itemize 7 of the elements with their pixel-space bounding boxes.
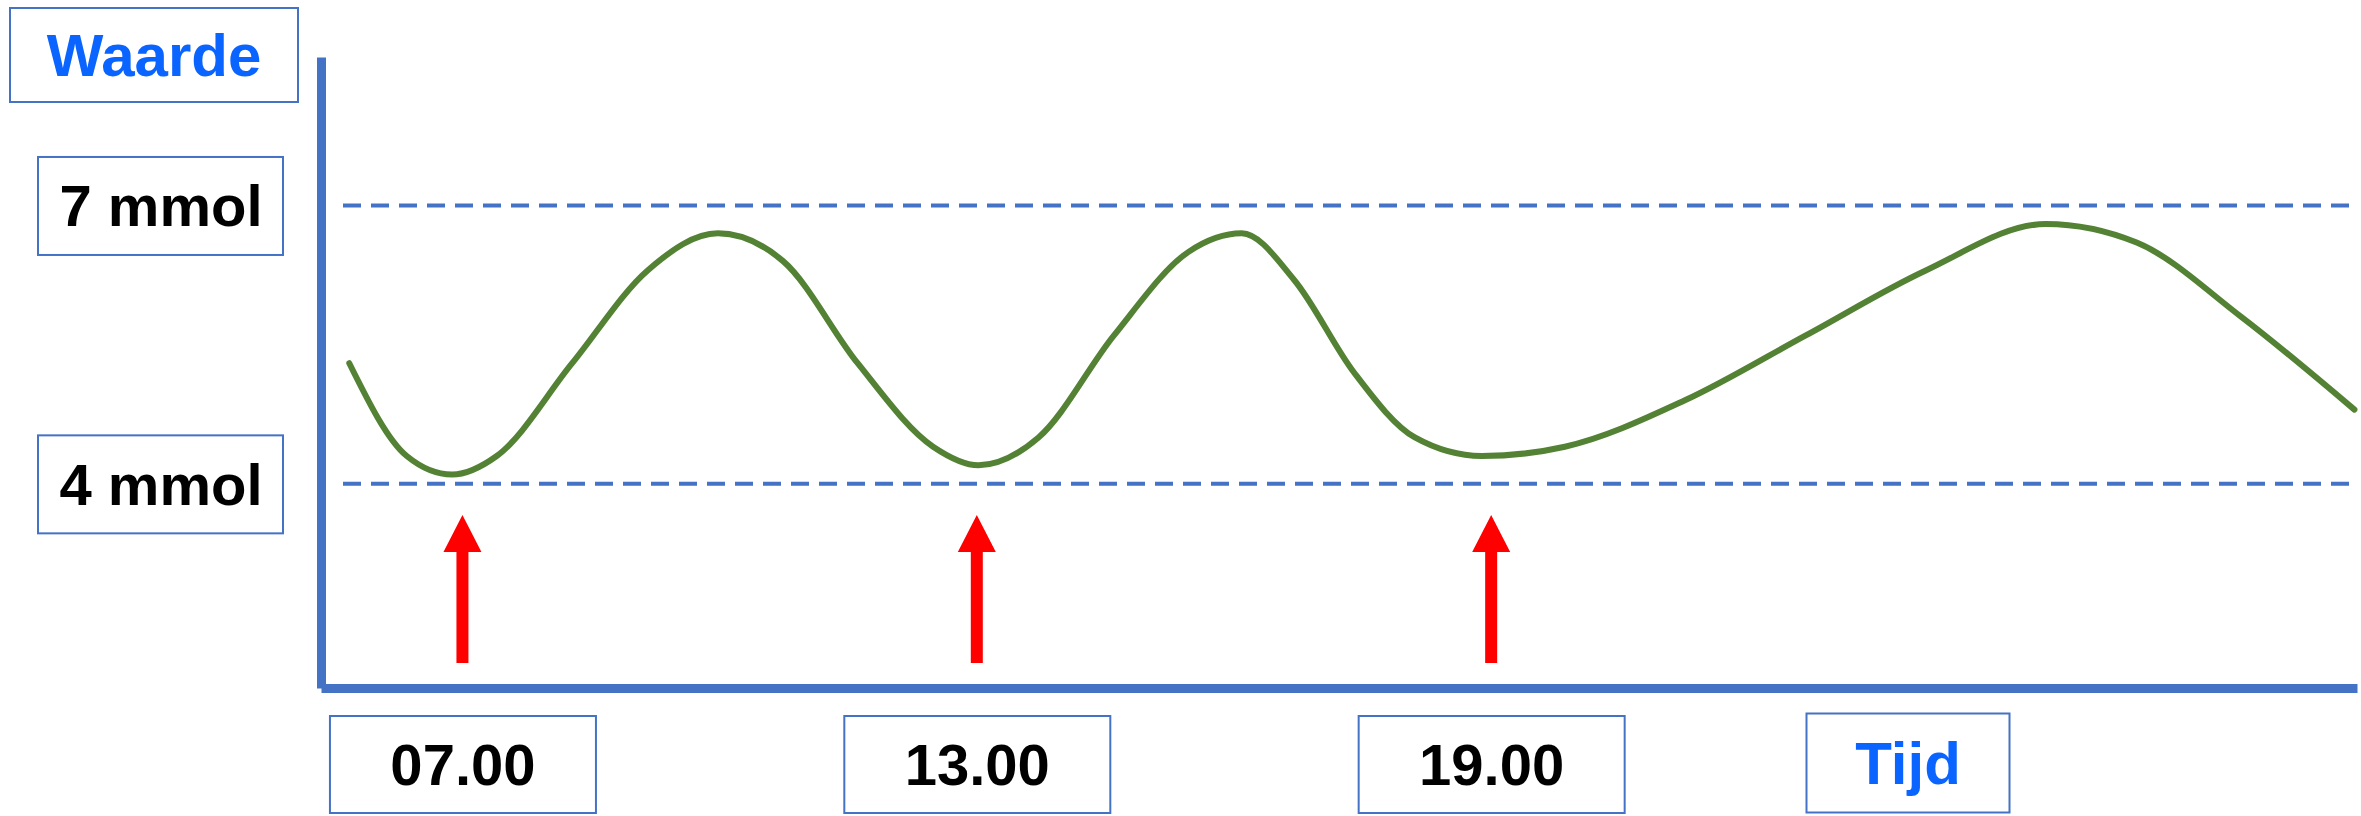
x-axis-title: Tijd: [1855, 730, 1961, 797]
x-tick-label: 13.00: [904, 732, 1050, 798]
y-tick-label: 4 mmol: [59, 451, 263, 517]
y-axis-title: Waarde: [46, 22, 262, 89]
x-tick-label: 19.00: [1419, 732, 1565, 798]
x-tick-label: 07.00: [390, 732, 536, 798]
y-tick-label: 7 mmol: [59, 173, 263, 239]
